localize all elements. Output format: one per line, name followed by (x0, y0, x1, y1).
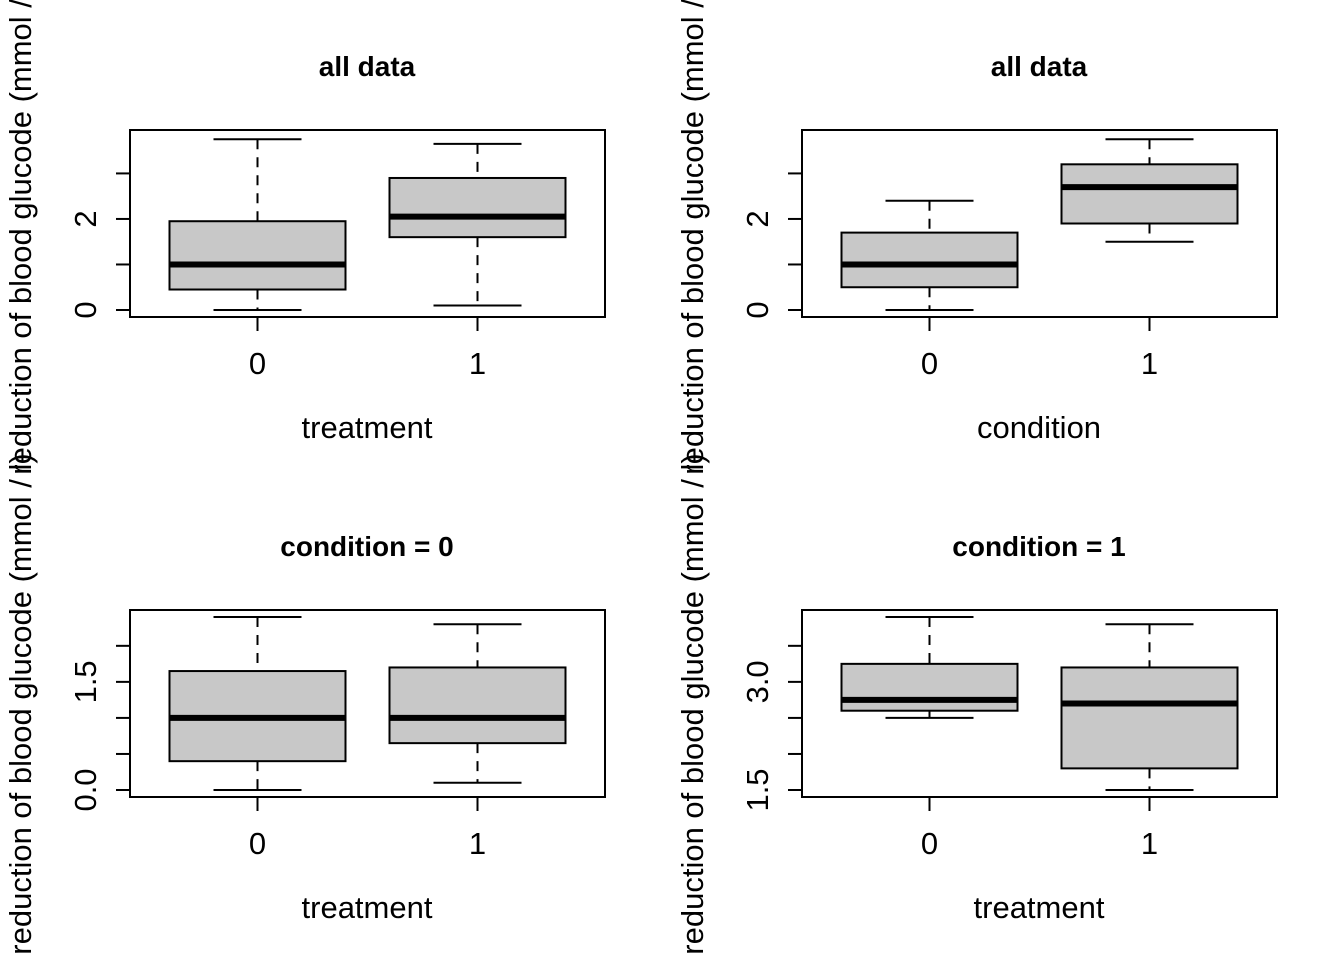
box-iqr (840, 662, 1019, 712)
x-axis-label: condition (977, 410, 1101, 445)
x-tick-label: 1 (1141, 826, 1158, 861)
y-axis-label: reduction of blood glucode (mmol / l) (3, 0, 38, 475)
x-tick-label: 0 (921, 346, 938, 381)
box-iqr (840, 231, 1019, 289)
panel-title: all data (991, 51, 1088, 82)
x-axis-label: treatment (302, 890, 433, 925)
panel-top-left: all data treatment reduction of blood gl… (3, 0, 606, 475)
x-tick-label: 1 (1141, 346, 1158, 381)
x-tick-label: 0 (249, 826, 266, 861)
plot-frame (801, 609, 1278, 798)
plot-frame (129, 609, 606, 798)
panel-title: condition = 1 (952, 531, 1125, 562)
y-axis-label: reduction of blood glucode (mmol / l) (675, 453, 710, 954)
panel-bottom-left: condition = 0 treatment reduction of blo… (3, 453, 606, 955)
box-iqr (1060, 163, 1239, 225)
y-tick-label: 0 (740, 301, 775, 318)
y-tick-label: 0 (68, 301, 103, 318)
x-tick-label: 0 (921, 826, 938, 861)
y-tick-label: 2 (68, 210, 103, 227)
x-tick-label: 0 (249, 346, 266, 381)
y-tick-label: 2 (740, 210, 775, 227)
y-tick-label: 1.5 (68, 660, 103, 703)
box-iqr (388, 666, 567, 745)
x-tick-label: 1 (469, 346, 486, 381)
x-tick-label: 1 (469, 826, 486, 861)
panel-title: condition = 0 (280, 531, 453, 562)
y-tick-label: 1.5 (740, 768, 775, 811)
y-axis-label: reduction of blood glucode (mmol / l) (3, 453, 38, 954)
box-iqr (168, 220, 347, 291)
x-axis-label: treatment (974, 890, 1105, 925)
x-axis-label: treatment (302, 410, 433, 445)
y-tick-label: 0.0 (68, 768, 103, 811)
box-iqr (388, 176, 567, 239)
plot-frame (801, 129, 1278, 318)
plot-frame (129, 129, 606, 318)
box-iqr (1060, 666, 1239, 770)
panel-bottom-right: condition = 1 treatment reduction of blo… (675, 453, 1278, 955)
y-axis-label: reduction of blood glucode (mmol / l) (675, 0, 710, 475)
panel-title: all data (319, 51, 416, 82)
panel-top-right: all data condition reduction of blood gl… (675, 0, 1278, 475)
y-tick-label: 3.0 (740, 660, 775, 703)
